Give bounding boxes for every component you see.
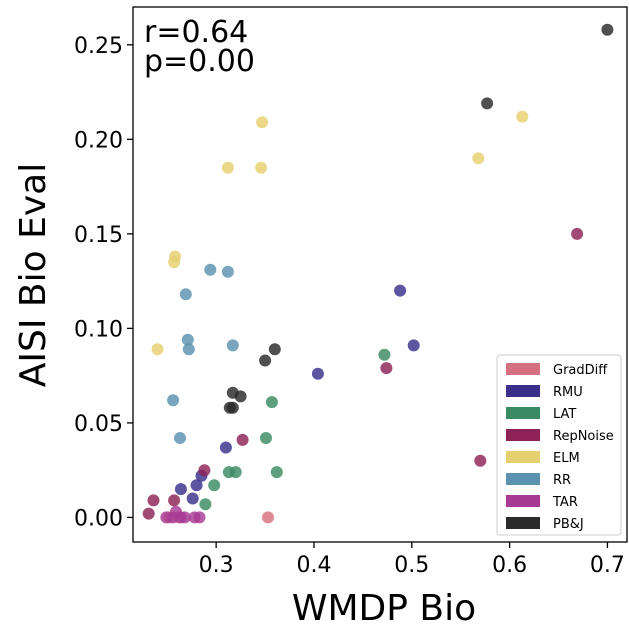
y-axis-label: AISI Bio Eval (13, 163, 54, 387)
point-pbj-7 (601, 23, 614, 36)
legend-label-tar: TAR (552, 495, 578, 510)
legend-label-pbj: PB&J (553, 517, 584, 532)
x-tick-label-1: 0.4 (296, 553, 331, 578)
point-graddiff-0 (262, 511, 274, 524)
y-tick-label-3: 0.15 (74, 223, 123, 248)
point-lat-5 (265, 396, 278, 409)
point-rmu-4 (219, 441, 232, 454)
point-rmu-1 (186, 492, 199, 505)
y-axis: 0.00 0.05 0.10 0.15 0.20 0.25 (74, 34, 133, 531)
point-repnoise-4 (236, 433, 249, 446)
legend-label-elm: ELM (553, 451, 580, 466)
point-rr-7 (226, 339, 239, 352)
legend-swatch-repnoise (506, 429, 540, 441)
x-tick-label-0: 0.3 (199, 553, 234, 578)
point-elm-7 (516, 110, 529, 123)
point-pbj-4 (259, 354, 272, 367)
legend-swatch-graddiff (506, 363, 540, 375)
point-rr-4 (182, 343, 195, 356)
x-tick-label-2: 0.5 (394, 553, 429, 578)
x-tick-label-4: 0.7 (590, 553, 625, 578)
point-rr-3 (181, 333, 194, 346)
legend-label-rmu: RMU (553, 385, 583, 400)
point-rr-0 (167, 394, 180, 407)
legend-swatch-tar (506, 495, 540, 507)
p-value-annotation: p=0.00 (144, 44, 255, 79)
point-rr-6 (221, 265, 234, 278)
point-repnoise-5 (380, 362, 393, 375)
legend-label-repnoise: RepNoise (553, 429, 614, 444)
point-pbj-5 (268, 343, 281, 356)
point-lat-1 (208, 479, 221, 492)
legend-label-rr: RR (553, 473, 571, 488)
point-repnoise-2 (168, 494, 181, 507)
y-tick-label-5: 0.25 (74, 34, 123, 59)
point-rmu-0 (174, 483, 187, 496)
point-tar-4 (178, 511, 191, 524)
point-tar-6 (193, 511, 206, 524)
point-rr-1 (174, 432, 186, 444)
correlation-annotation: r=0.64 (144, 15, 248, 50)
point-repnoise-3 (198, 464, 211, 477)
point-elm-5 (256, 116, 269, 129)
legend-swatch-pbj (506, 517, 540, 529)
plot-frame (132, 6, 628, 543)
x-axis-label: WMDP Bio (292, 588, 476, 625)
legend-swatch-lat (506, 407, 540, 419)
legend: GradDiff RMU LAT RepNoise ELM RR TAR PB&J (496, 354, 622, 536)
point-repnoise-0 (142, 507, 155, 520)
point-lat-0 (199, 498, 212, 511)
point-lat-7 (378, 348, 391, 361)
point-elm-3 (221, 161, 234, 174)
point-repnoise-7 (571, 227, 584, 240)
legend-swatch-elm (506, 451, 540, 463)
y-tick-label-1: 0.05 (74, 412, 123, 437)
legend-box (496, 354, 622, 536)
y-tick-label-0: 0.00 (74, 506, 123, 531)
point-lat-3 (229, 466, 242, 479)
point-rmu-6 (394, 284, 407, 297)
point-pbj-3 (234, 390, 247, 403)
point-pbj-6 (481, 97, 494, 110)
legend-swatch-rr (506, 473, 540, 485)
point-elm-2 (169, 250, 182, 263)
y-tick-label-2: 0.10 (74, 317, 123, 342)
point-rr-2 (179, 288, 192, 301)
legend-label-graddiff: GradDiff (553, 363, 608, 378)
x-axis: 0.3 0.4 0.5 0.6 0.7 (199, 542, 625, 578)
point-repnoise-6 (474, 454, 487, 467)
point-rmu-2 (190, 479, 203, 492)
x-tick-label-3: 0.6 (492, 553, 527, 578)
point-lat-6 (270, 466, 283, 479)
point-pbj-1 (226, 401, 239, 414)
point-repnoise-1 (147, 494, 160, 507)
point-rr-5 (204, 263, 217, 276)
point-elm-6 (472, 152, 485, 165)
point-rmu-7 (407, 339, 420, 352)
point-rmu-5 (311, 367, 324, 380)
legend-label-lat: LAT (553, 407, 576, 422)
y-tick-label-4: 0.20 (74, 128, 123, 153)
point-elm-0 (151, 343, 164, 356)
legend-swatch-rmu (506, 385, 540, 397)
point-elm-4 (255, 161, 268, 174)
point-lat-4 (260, 432, 272, 444)
points-layer (142, 23, 614, 524)
